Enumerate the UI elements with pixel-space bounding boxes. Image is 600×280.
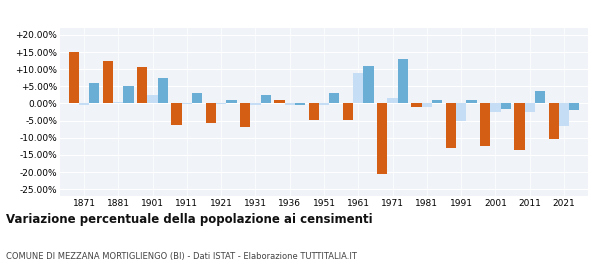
Bar <box>284 103 295 105</box>
Bar <box>446 103 456 148</box>
Bar <box>319 103 329 105</box>
Bar <box>432 100 442 103</box>
Bar <box>569 103 580 110</box>
Bar <box>250 103 260 105</box>
Bar <box>79 103 89 105</box>
Bar <box>490 103 500 112</box>
Bar <box>192 93 202 103</box>
Bar <box>89 83 100 103</box>
Text: COMUNE DI MEZZANA MORTIGLIENGO (BI) - Dati ISTAT - Elaborazione TUTTITALIA.IT: COMUNE DI MEZZANA MORTIGLIENGO (BI) - Da… <box>6 252 357 261</box>
Bar <box>172 103 182 125</box>
Bar <box>466 100 476 103</box>
Bar <box>353 73 364 103</box>
Bar <box>158 78 168 103</box>
Bar <box>240 103 250 127</box>
Bar <box>103 60 113 103</box>
Bar <box>113 102 124 103</box>
Bar <box>148 95 158 103</box>
Bar <box>364 66 374 103</box>
Text: Variazione percentuale della popolazione ai censimenti: Variazione percentuale della popolazione… <box>6 213 373 226</box>
Bar <box>137 67 148 103</box>
Bar <box>295 103 305 105</box>
Bar <box>260 95 271 103</box>
Bar <box>480 103 490 146</box>
Bar <box>559 103 569 126</box>
Bar <box>377 103 388 174</box>
Bar <box>500 103 511 109</box>
Bar <box>182 103 192 104</box>
Bar <box>548 103 559 139</box>
Bar <box>329 93 340 103</box>
Bar <box>514 103 524 150</box>
Bar <box>274 100 284 103</box>
Bar <box>343 103 353 120</box>
Bar <box>68 52 79 103</box>
Bar <box>206 103 216 123</box>
Bar <box>524 103 535 112</box>
Bar <box>308 103 319 120</box>
Bar <box>124 86 134 103</box>
Bar <box>535 92 545 103</box>
Bar <box>456 103 466 121</box>
Bar <box>388 98 398 103</box>
Bar <box>226 100 236 103</box>
Bar <box>216 103 226 104</box>
Bar <box>412 103 422 107</box>
Bar <box>398 59 408 103</box>
Bar <box>422 103 432 107</box>
